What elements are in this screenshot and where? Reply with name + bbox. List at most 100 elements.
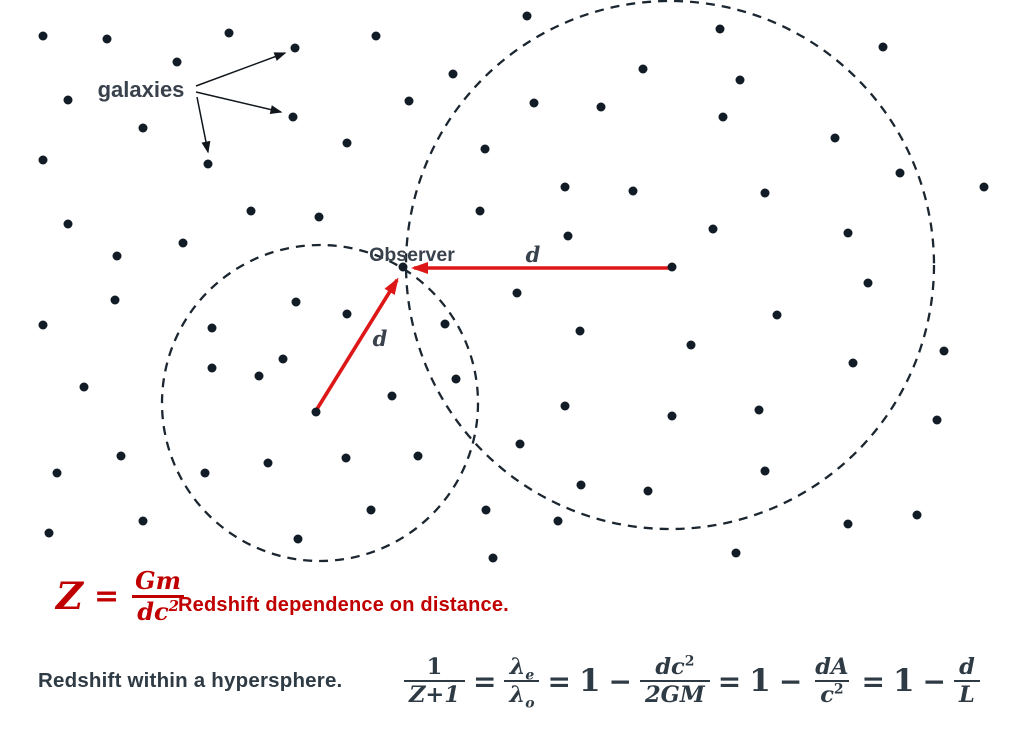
distance-label-right: d [526, 242, 541, 267]
galaxy-pointer-arrow-up [195, 52, 287, 87]
galaxy-dot [178, 238, 188, 248]
galaxy-dot [667, 411, 677, 421]
galaxy-dot [138, 516, 148, 526]
galaxy-dot [200, 468, 210, 478]
galaxy-dot [38, 320, 48, 330]
fraction-dc2-2gm: dc2 2GM [640, 654, 710, 708]
galaxy-pointer-arrow-down [196, 96, 211, 154]
galaxy-dot [895, 168, 905, 178]
galaxy-dot [314, 212, 324, 222]
galaxy-dot [576, 480, 586, 490]
galaxy-dot [643, 486, 653, 496]
distance-label-left: d [373, 326, 388, 351]
fraction-da-c2: dA c2 [815, 653, 849, 708]
number-one: 1 [749, 663, 771, 699]
redshift-distance-caption: Redshift dependence on distance. [178, 594, 509, 616]
galaxy-pointer-arrow-mid [195, 91, 283, 114]
galaxy-dot [715, 24, 725, 34]
galaxy-dot [291, 297, 301, 307]
galaxy-dot [843, 228, 853, 238]
galaxies-label: galaxies [98, 77, 185, 102]
galaxy-dot [79, 382, 89, 392]
galaxy-dot [138, 123, 148, 133]
galaxy-dot [311, 407, 321, 417]
galaxy-dot [342, 309, 352, 319]
galaxy-dot [102, 34, 112, 44]
galaxy-dot [878, 42, 888, 52]
galaxy-dot [398, 262, 408, 272]
galaxy-dot [488, 553, 498, 563]
galaxy-dot [830, 133, 840, 143]
galaxy-dot [448, 69, 458, 79]
equals-sign: = [547, 664, 571, 698]
galaxy-dot [263, 458, 273, 468]
fraction-d-l: d L [954, 654, 980, 708]
galaxy-dot [735, 75, 745, 85]
galaxy-dot [563, 231, 573, 241]
galaxy-dot [207, 323, 217, 333]
galaxy-dot [288, 112, 298, 122]
galaxy-dot [939, 346, 949, 356]
galaxy-dot [366, 505, 376, 515]
galaxy-dot [560, 182, 570, 192]
galaxy-dot [575, 326, 585, 336]
galaxy-dot [44, 528, 54, 538]
galaxy-dot [560, 401, 570, 411]
minus-sign: − [778, 664, 803, 698]
galaxy-dot [246, 206, 256, 216]
galaxy-dot [932, 415, 942, 425]
equals-sign: = [472, 664, 497, 698]
formula-equals: = [94, 578, 120, 614]
galaxy-dot [440, 319, 450, 329]
fraction-1-z1: 1 Z+1 [404, 654, 465, 708]
galaxy-dot [667, 262, 677, 272]
galaxy-dot [596, 102, 606, 112]
galaxy-dot [718, 112, 728, 122]
observer-label: Observer [369, 244, 455, 266]
galaxy-dot [116, 451, 126, 461]
galaxy-dot [481, 505, 491, 515]
galaxy-dot [63, 219, 73, 229]
galaxy-dot [843, 519, 853, 529]
galaxy-dot [772, 310, 782, 320]
galaxy-dot [553, 516, 563, 526]
galaxy-dot [203, 159, 213, 169]
formula-z-symbol: Z [56, 574, 84, 618]
galaxy-dot [293, 534, 303, 544]
galaxy-dot [38, 31, 48, 41]
galaxy-dot [475, 206, 485, 216]
galaxy-dot [480, 144, 490, 154]
galaxy-dot [760, 188, 770, 198]
equals-sign: = [861, 664, 885, 698]
galaxy-dot [341, 453, 351, 463]
galaxy-dot [628, 186, 638, 196]
galaxy-dot [110, 295, 120, 305]
formula-fraction-gm-dc2: Gm dc2 [130, 567, 186, 625]
minus-sign: − [608, 664, 632, 698]
galaxy-dot [342, 138, 352, 148]
number-one: 1 [578, 663, 601, 699]
galaxy-dot [522, 11, 532, 21]
hypersphere-caption: Redshift within a hypersphere. [38, 669, 343, 692]
galaxy-dot [638, 64, 648, 74]
galaxy-dot [224, 28, 234, 38]
galaxy-dot [686, 340, 696, 350]
galaxy-dot [404, 96, 414, 106]
galaxy-dot [754, 405, 764, 415]
galaxy-dot [912, 510, 922, 520]
large-hypersphere-circle [404, 0, 936, 531]
hypersphere-diagram: galaxies Observer d d [38, 0, 989, 563]
galaxy-dot [172, 57, 182, 67]
hypersphere-formula: 1 Z+1 = λe λo = 1 − dc2 2GM = 1 − dA c2 … [404, 643, 980, 719]
galaxy-dot [979, 182, 989, 192]
galaxy-dot [207, 363, 217, 373]
galaxy-dot [731, 548, 741, 558]
galaxy-dot [254, 371, 264, 381]
galaxy-dot [63, 95, 73, 105]
small-hypersphere-circle [160, 243, 480, 563]
galaxy-dot [290, 43, 300, 53]
galaxy-dot [52, 468, 62, 478]
galaxy-dot [451, 374, 461, 384]
galaxy-dot [708, 224, 718, 234]
distance-arrow-left [315, 277, 399, 410]
